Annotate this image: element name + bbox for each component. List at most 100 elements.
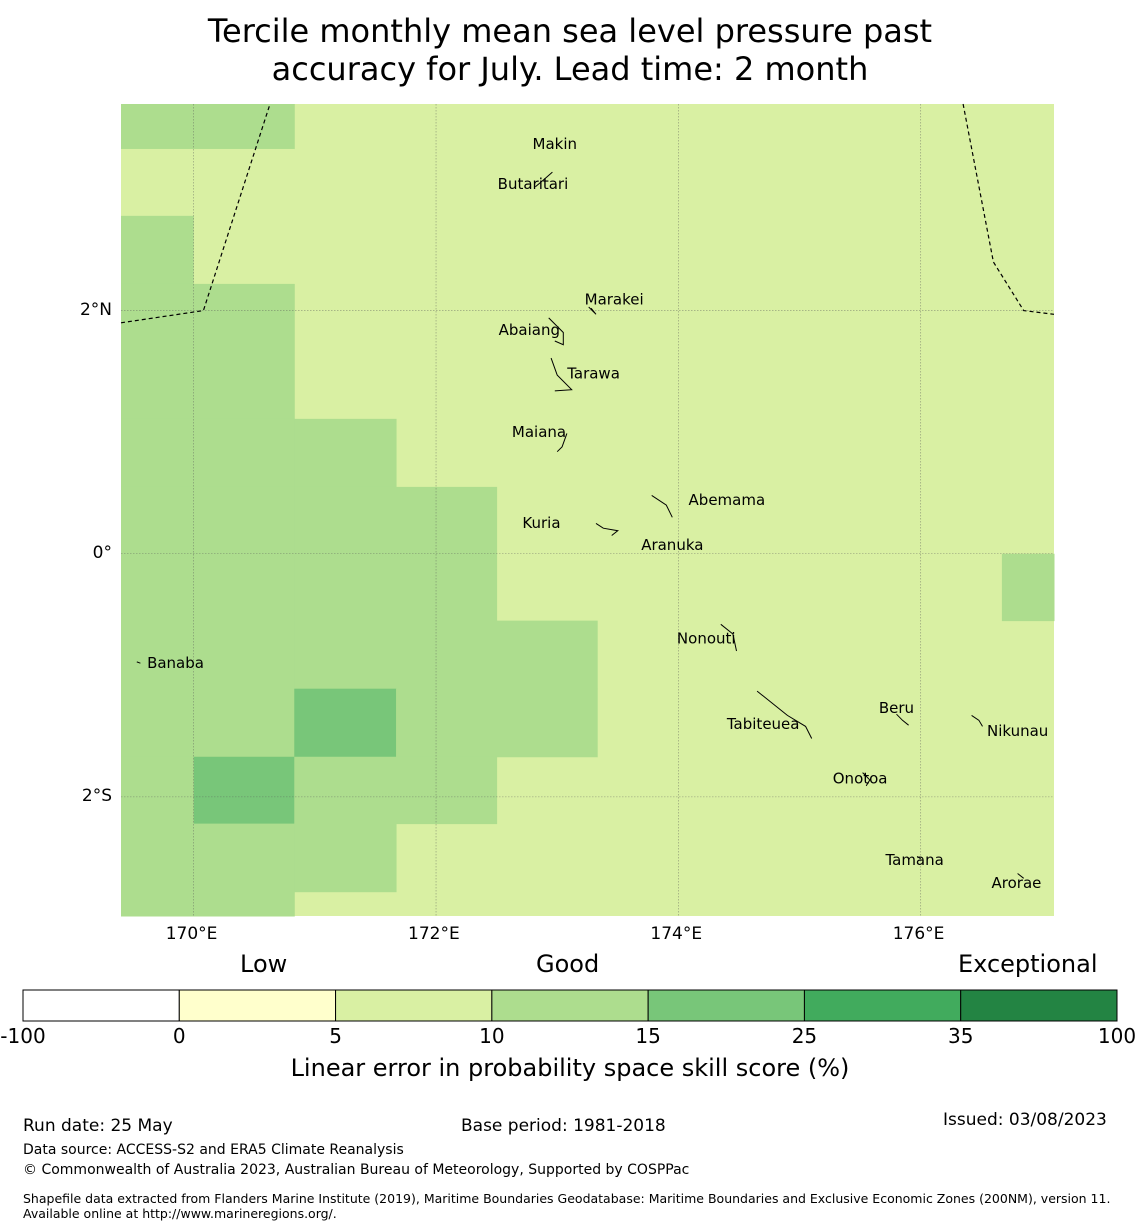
colorbar-tick-label: 35 <box>947 1024 974 1048</box>
skill-cell <box>193 620 295 690</box>
island-label: Maiana <box>512 423 566 441</box>
island-label: Onotoa <box>833 770 888 788</box>
skill-cell <box>121 104 195 150</box>
island-label: Arorae <box>992 874 1042 892</box>
skill-cell <box>294 688 397 758</box>
lon-tick-label: 172°E <box>408 924 460 944</box>
colorbar-tick-label: 0 <box>172 1024 186 1048</box>
colorbar-segment <box>960 989 1118 1022</box>
island-label: Tabiteuea <box>726 715 800 733</box>
colorbar-label: Linear error in probability space skill … <box>290 1054 850 1082</box>
island-outline <box>588 306 597 315</box>
skill-cell <box>294 620 397 690</box>
skill-cell <box>496 620 598 690</box>
island-label: Butaritari <box>498 175 569 193</box>
colorbar-tick-label: 10 <box>479 1024 505 1048</box>
skill-cell <box>1001 553 1055 622</box>
island-label: Beru <box>879 699 914 717</box>
colorbar-tick-label: 5 <box>329 1024 342 1048</box>
island-outline <box>1017 873 1025 879</box>
skill-cell <box>121 148 195 217</box>
island-label: Aranuka <box>641 536 703 554</box>
island-label: Banaba <box>147 654 204 672</box>
map-title: Tercile monthly mean sea level pressure … <box>0 12 1140 88</box>
skill-cell <box>193 486 295 555</box>
shapefile-credit: Shapefile data extracted from Flanders M… <box>23 1191 1111 1221</box>
island-outline <box>720 623 737 652</box>
skill-cell <box>193 553 295 622</box>
skill-cell <box>121 891 195 917</box>
data-source: Data source: ACCESS-S2 and ERA5 Climate … <box>23 1142 404 1158</box>
title-line-2: accuracy for July. Lead time: 2 month <box>271 50 869 88</box>
skill-cell <box>193 688 295 758</box>
skill-cell <box>294 553 397 622</box>
skill-cell <box>121 486 195 555</box>
colorbar-segment <box>22 989 180 1022</box>
skill-cell <box>121 553 195 622</box>
colorbar-segment <box>803 989 962 1022</box>
skill-cell <box>121 283 195 420</box>
lat-tick-label: 0° <box>92 542 112 563</box>
island-label: Makin <box>533 135 578 153</box>
island-label: Tamana <box>884 851 943 869</box>
graticule <box>121 104 1054 916</box>
colorbar-tick-label: 15 <box>635 1024 661 1048</box>
base-period: Base period: 1981-2018 <box>461 1116 666 1136</box>
skill-cell <box>294 756 397 825</box>
colorbar-head-low: Low <box>240 950 288 978</box>
skill-cell <box>193 418 295 488</box>
skill-cell <box>121 688 195 758</box>
eez-boundary-east <box>962 103 1055 315</box>
colorbar-segment <box>178 989 337 1022</box>
colorbar-tick-label: 25 <box>791 1024 818 1048</box>
island-outline <box>535 171 553 188</box>
skill-cell <box>193 823 295 893</box>
island-outline <box>916 855 921 860</box>
lat-tick-label: 2°S <box>81 785 112 806</box>
colorbar-head-exceptional: Exceptional <box>958 950 1098 978</box>
colorbar-head-good: Good <box>536 950 600 978</box>
skill-cell <box>193 104 295 150</box>
island-outline <box>556 433 568 453</box>
lon-tick-label: 176°E <box>892 924 945 944</box>
skill-cell <box>396 486 498 555</box>
title-line-1: Tercile monthly mean sea level pressure … <box>207 12 933 50</box>
lat-tick-label: 2°N <box>79 299 112 320</box>
island-label: Tarawa <box>566 365 620 383</box>
skill-cell <box>396 688 498 758</box>
island-outline <box>756 690 813 739</box>
skill-cell <box>193 891 295 917</box>
island-label: Marakei <box>585 291 644 309</box>
skill-cell <box>121 620 195 690</box>
eez-boundaries <box>120 103 1055 324</box>
copyright: © Commonwealth of Australia 2023, Austra… <box>23 1162 690 1178</box>
island-outline <box>896 713 909 726</box>
island-label: Abemama <box>689 491 766 509</box>
skill-cell <box>193 756 295 825</box>
island-outline <box>862 772 871 787</box>
island-outline <box>595 522 619 536</box>
skill-cell <box>121 215 195 285</box>
colorbar-segment <box>491 989 649 1022</box>
island-label: Kuria <box>522 514 560 532</box>
skill-cell <box>121 418 195 488</box>
colorbar-tick-label: 100 <box>1097 1024 1137 1048</box>
island-outline <box>651 494 673 518</box>
island-label: Nonouti <box>677 630 736 648</box>
island-outline <box>136 661 141 664</box>
skill-cell <box>396 620 498 690</box>
skill-cell <box>121 756 195 825</box>
skill-cell <box>193 215 295 285</box>
run-date: Run date: 25 May <box>23 1116 173 1136</box>
skill-cells <box>121 104 1055 917</box>
skill-cell <box>294 418 397 488</box>
skill-map: Makin Butaritari Marakei Abaiang Tarawa Maian… <box>120 103 1055 917</box>
island-markers: Makin Butaritari Marakei Abaiang Tarawa Maian… <box>136 135 1048 892</box>
skill-cell <box>294 486 397 555</box>
skill-cell <box>496 688 598 758</box>
island-label: Nikunau <box>987 722 1048 740</box>
colorbar <box>22 989 1118 1022</box>
island-outline <box>971 714 983 727</box>
island-label: Abaiang <box>499 321 560 339</box>
island-outline <box>550 357 573 392</box>
